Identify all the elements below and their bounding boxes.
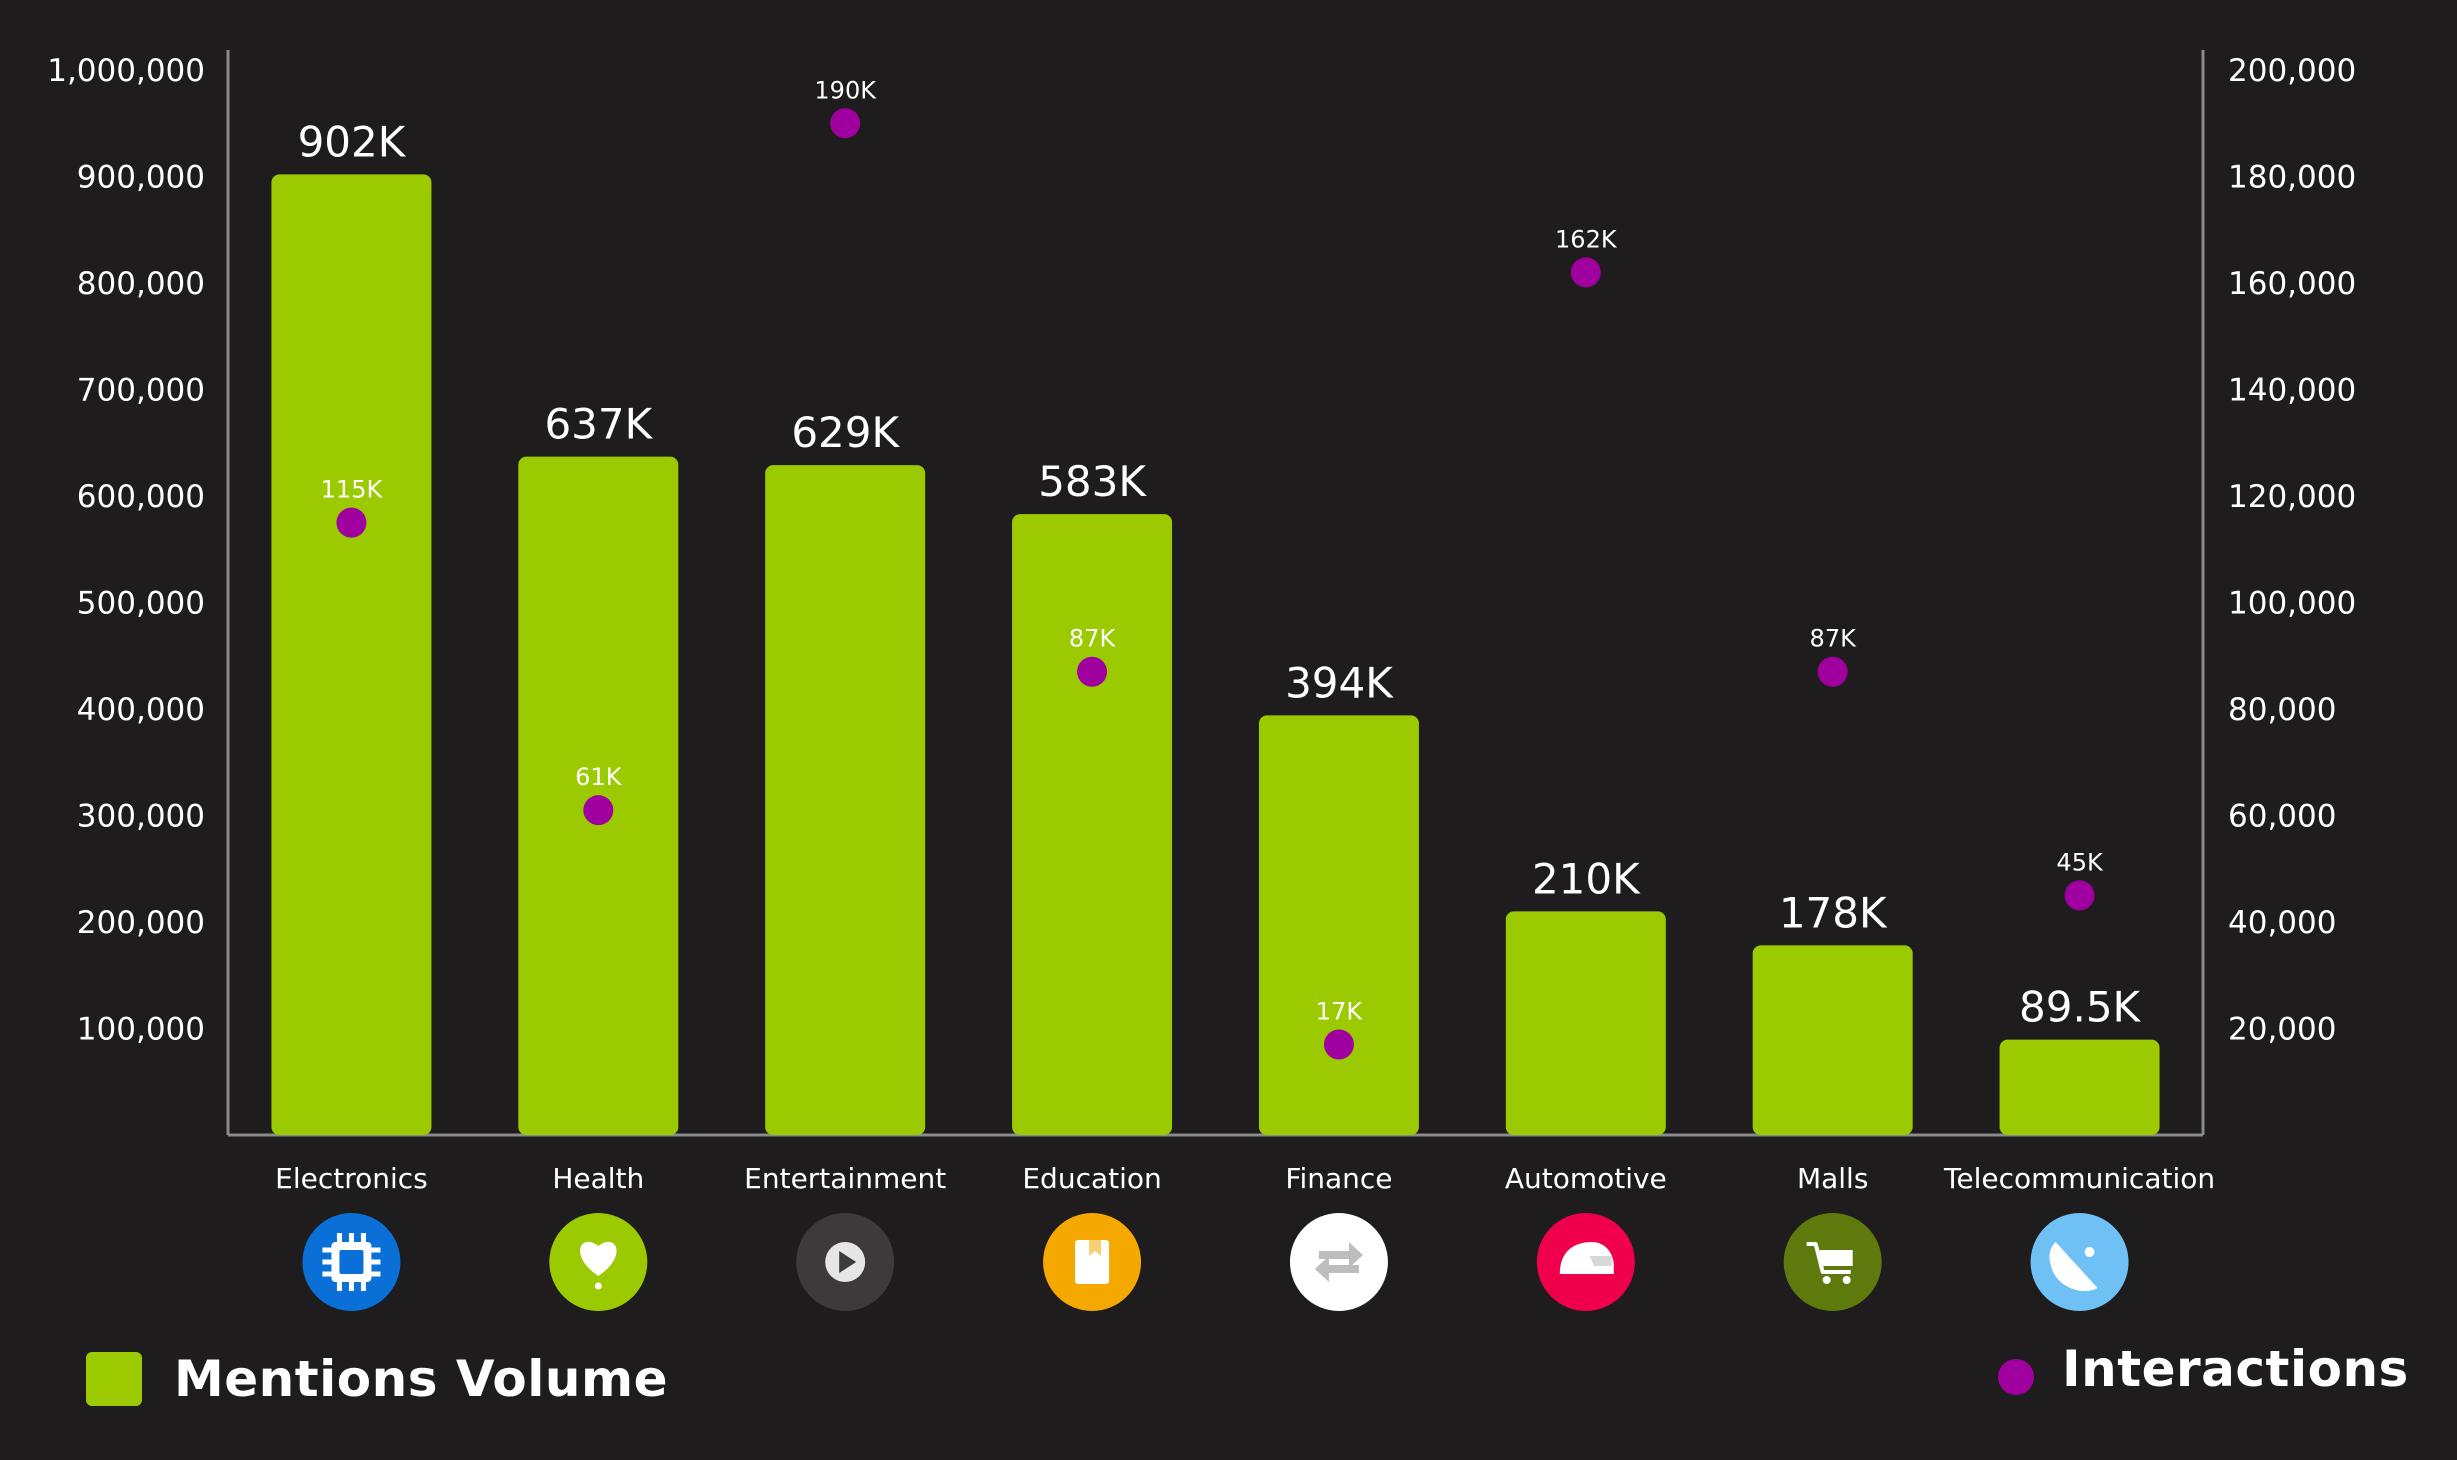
y-right-tick-label: 60,000 — [2228, 799, 2336, 835]
bar-automotive — [1505, 911, 1666, 1135]
y-left-tick-label: 800,000 — [77, 266, 205, 302]
bar-finance — [1258, 715, 1419, 1135]
bar-malls — [1752, 945, 1913, 1135]
satellite-icon — [2030, 1213, 2129, 1311]
heart-icon — [549, 1213, 648, 1311]
interaction-point-electronics — [336, 507, 367, 538]
x-tick-label: Automotive — [1505, 1162, 1667, 1195]
chip-icon — [302, 1213, 401, 1311]
bar-electronics — [271, 174, 432, 1135]
y-left-tick-label: 100,000 — [77, 1012, 205, 1048]
helmet-icon — [1536, 1213, 1635, 1311]
bar-value-label: 637K — [544, 400, 653, 449]
legend-label-interactions: Interactions — [2062, 1340, 2409, 1398]
y-right-tick-label: 160,000 — [2228, 266, 2356, 302]
interaction-point-malls — [1817, 656, 1848, 687]
bar-value-label: 583K — [1038, 457, 1147, 506]
play-icon — [796, 1213, 895, 1311]
interaction-value-label: 162K — [1555, 225, 1618, 253]
interaction-value-label: 87K — [1069, 625, 1117, 653]
y-right-tick-label: 200,000 — [2228, 53, 2356, 89]
y-left-tick-label: 1,000,000 — [47, 53, 205, 89]
bar-value-label: 394K — [1285, 658, 1394, 707]
x-tick-label: Malls — [1797, 1162, 1868, 1195]
x-tick-label: Finance — [1285, 1162, 1392, 1195]
legend-interactions: Interactions — [1998, 1340, 2409, 1398]
x-tick-label: Education — [1022, 1162, 1161, 1195]
bar-value-label: 89.5K — [2019, 983, 2142, 1032]
legend-label-mentions-volume: Mentions Volume — [174, 1350, 668, 1408]
bar-value-label: 629K — [791, 408, 900, 457]
y-right-tick-label: 40,000 — [2228, 905, 2336, 941]
interaction-point-entertainment — [830, 108, 861, 139]
bar-value-label: 178K — [1779, 888, 1888, 937]
y-right-tick-label: 100,000 — [2228, 586, 2356, 622]
interaction-value-label: 61K — [575, 763, 623, 791]
y-left-tick-label: 900,000 — [77, 160, 205, 196]
y-left-tick-label: 200,000 — [77, 905, 205, 941]
cart-icon — [1783, 1213, 1882, 1311]
y-right-tick-label: 180,000 — [2228, 160, 2356, 196]
x-tick-label: Electronics — [275, 1162, 428, 1195]
book-icon — [1043, 1213, 1142, 1311]
interaction-point-automotive — [1570, 257, 1601, 288]
interaction-value-label: 87K — [1810, 625, 1858, 653]
legend-swatch-dot — [1998, 1359, 2034, 1395]
interaction-point-education — [1077, 656, 1108, 687]
interaction-point-finance — [1323, 1029, 1354, 1060]
x-tick-label: Health — [552, 1162, 644, 1195]
y-left-tick-label: 400,000 — [77, 692, 205, 728]
bar-value-label: 210K — [1532, 854, 1641, 903]
y-left-tick-label: 300,000 — [77, 799, 205, 835]
interaction-value-label: 190K — [814, 76, 877, 104]
y-right-tick-label: 140,000 — [2228, 373, 2356, 409]
legend-mentions-volume: Mentions Volume — [86, 1350, 668, 1408]
legend-swatch-bar — [86, 1352, 142, 1406]
x-tick-label: Telecommunication — [1943, 1162, 2215, 1195]
y-left-tick-label: 500,000 — [77, 586, 205, 622]
interaction-point-health — [583, 795, 614, 826]
bar-education — [1012, 514, 1173, 1135]
y-right-tick-label: 80,000 — [2228, 692, 2336, 728]
y-right-tick-label: 120,000 — [2228, 479, 2356, 515]
interaction-value-label: 17K — [1316, 997, 1364, 1025]
bar-value-label: 902K — [298, 117, 407, 166]
interaction-value-label: 45K — [2056, 848, 2104, 876]
x-tick-label: Entertainment — [744, 1162, 946, 1195]
y-right-tick-label: 20,000 — [2228, 1012, 2336, 1048]
interaction-point-telecommunication — [2064, 880, 2095, 911]
exchange-icon — [1289, 1213, 1388, 1311]
y-left-tick-label: 600,000 — [77, 479, 205, 515]
bar-entertainment — [765, 465, 926, 1135]
interaction-value-label: 115K — [321, 476, 384, 504]
bar-telecommunication — [1999, 1039, 2160, 1135]
y-left-tick-label: 700,000 — [77, 373, 205, 409]
